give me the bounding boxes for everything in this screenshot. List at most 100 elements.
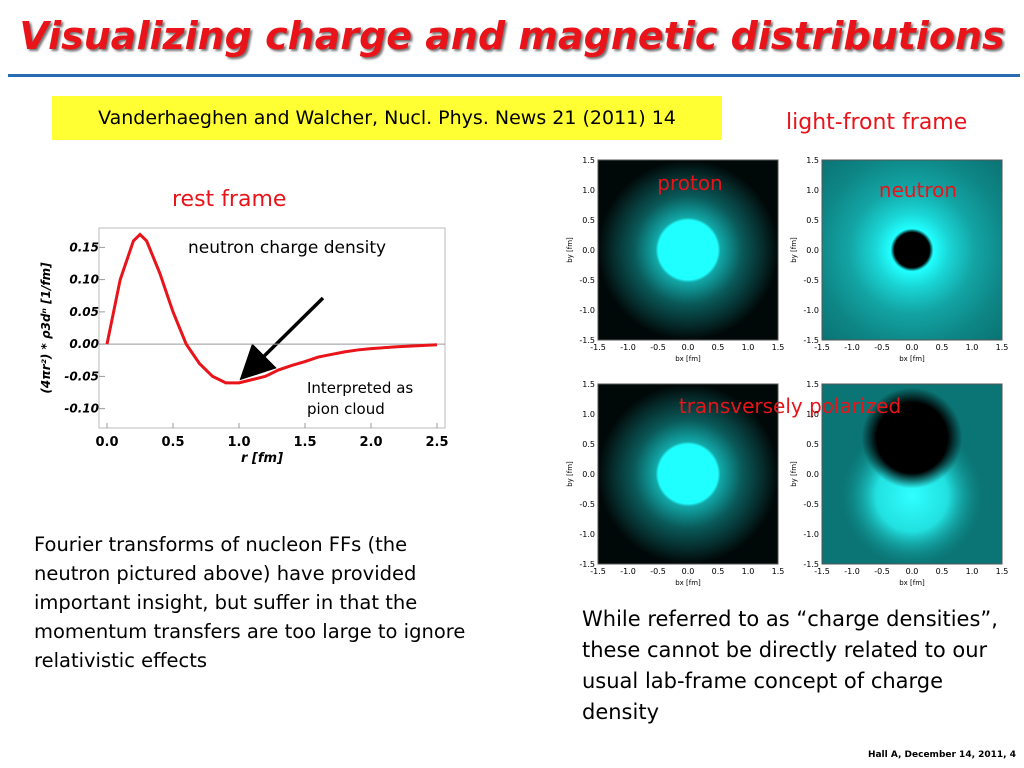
citation: Vanderhaeghen and Walcher, Nucl. Phys. N…: [52, 96, 722, 140]
x-tick-label: 1.5: [996, 567, 1009, 576]
data-line: [105, 232, 438, 385]
x-tick-label: 0.0: [682, 567, 695, 576]
y-axis-label: by [fm]: [566, 461, 574, 487]
y-tick-label: 0.10: [69, 273, 99, 287]
left-paragraph: Fourier transforms of nucleon FFs (the n…: [34, 533, 466, 672]
y-tick-label: -1.0: [579, 530, 595, 539]
x-tick-label: -1.0: [620, 567, 636, 576]
y-tick-label: 1.0: [582, 186, 595, 195]
y-tick-label: -0.05: [64, 369, 99, 383]
y-tick-label: -1.0: [803, 306, 819, 315]
y-tick-label: -1.5: [579, 560, 595, 569]
x-tick-label: 1.5: [772, 567, 785, 576]
y-tick-label: 1.0: [582, 410, 595, 419]
x-tick-label: 1.0: [227, 435, 250, 450]
x-axis-label: bx [fm]: [675, 355, 701, 363]
x-tick-label: -0.5: [874, 343, 890, 352]
x-tick-label: 0.0: [95, 435, 118, 450]
x-tick-label: -1.0: [620, 343, 636, 352]
annotation: Interpreted as: [307, 379, 413, 397]
x-tick-label: 0.5: [712, 567, 725, 576]
x-tick-label: 1.5: [772, 343, 785, 352]
x-tick-label: -1.0: [844, 567, 860, 576]
x-tick-label: 1.0: [966, 567, 979, 576]
y-tick-label: 0.00: [69, 337, 99, 351]
x-tick-label: 0.5: [936, 567, 949, 576]
plot-frame: [98, 227, 446, 429]
y-tick-label: -0.5: [579, 276, 595, 285]
x-tick-label: 0.0: [682, 343, 695, 352]
y-tick-label: 1.5: [806, 380, 819, 389]
transverse-label: transversely polarized: [679, 394, 901, 418]
x-tick-label: 1.0: [742, 567, 755, 576]
footer: Hall A, December 14, 2011, 4: [867, 750, 1016, 760]
neutron-transverse-hole: [822, 384, 1002, 564]
panel-frame: [597, 383, 779, 565]
y-axis-label: by [fm]: [790, 461, 798, 487]
y-tick-label: 0.5: [582, 216, 595, 225]
title: Visualizing charge and magnetic distribu…: [19, 14, 1005, 58]
y-tick-label: 1.0: [806, 410, 819, 419]
title-rule: [8, 74, 1020, 77]
y-tick-label: -0.5: [803, 276, 819, 285]
y-axis-label: (4πr²) * ρ3dⁿ [1/fm]: [39, 262, 53, 394]
panel-frame: [597, 159, 779, 341]
panel-frame: [821, 383, 1003, 565]
neutron-label: neutron: [879, 178, 957, 202]
y-tick-label: -0.5: [803, 500, 819, 509]
rest-frame-label: rest frame: [172, 187, 287, 212]
y-tick-label: 1.5: [806, 156, 819, 165]
x-tick-label: 1.0: [742, 343, 755, 352]
y-tick-label: -1.5: [579, 336, 595, 345]
x-tick-label: 2.0: [359, 435, 382, 450]
x-axis-label: r [fm]: [241, 451, 283, 466]
y-tick-label: -1.5: [803, 336, 819, 345]
y-tick-label: -0.5: [579, 500, 595, 509]
x-axis-label: bx [fm]: [899, 355, 925, 363]
x-tick-label: -0.5: [874, 567, 890, 576]
y-tick-label: -1.5: [803, 560, 819, 569]
y-tick-label: 0.05: [69, 305, 99, 319]
y-tick-label: -1.0: [803, 530, 819, 539]
x-tick-label: -1.0: [844, 343, 860, 352]
x-tick-label: 0.0: [906, 567, 919, 576]
y-tick-label: 0.0: [806, 470, 819, 479]
light-front-label: light-front frame: [786, 110, 968, 135]
x-axis-label: bx [fm]: [899, 579, 925, 587]
x-tick-label: -1.5: [590, 567, 606, 576]
y-tick-label: 1.0: [806, 186, 819, 195]
chart-title: neutron charge density: [188, 238, 386, 258]
y-axis-label: by [fm]: [790, 237, 798, 263]
x-tick-label: -1.5: [590, 343, 606, 352]
x-tick-label: -1.5: [814, 343, 830, 352]
x-tick-label: 0.5: [712, 343, 725, 352]
y-tick-label: 0.5: [806, 216, 819, 225]
x-tick-label: 1.0: [966, 343, 979, 352]
x-tick-label: 1.5: [996, 343, 1009, 352]
y-tick-label: 0.5: [806, 440, 819, 449]
y-tick-label: 0.0: [582, 470, 595, 479]
x-tick-label: 2.5: [425, 435, 448, 450]
annotation: pion cloud: [307, 400, 385, 418]
x-tick-label: 1.5: [293, 435, 316, 450]
panel-frame: [821, 159, 1003, 341]
y-tick-label: -0.10: [64, 402, 99, 416]
right-paragraph: While referred to as “charge densities”,…: [582, 607, 998, 724]
y-tick-label: 0.0: [806, 246, 819, 255]
proton-label: proton: [657, 171, 722, 195]
neutron-density: [822, 160, 1002, 340]
y-tick-label: 1.5: [582, 156, 595, 165]
y-tick-label: -1.0: [579, 306, 595, 315]
x-tick-label: 0.5: [936, 343, 949, 352]
arrow: [239, 296, 325, 381]
x-tick-label: -0.5: [650, 343, 666, 352]
proton-transverse-density: [598, 384, 778, 564]
x-tick-label: -1.5: [814, 567, 830, 576]
x-tick-label: 0.0: [906, 343, 919, 352]
y-tick-label: 1.5: [582, 380, 595, 389]
y-tick-label: 0.0: [582, 246, 595, 255]
x-axis-label: bx [fm]: [675, 579, 701, 587]
x-tick-label: -0.5: [650, 567, 666, 576]
